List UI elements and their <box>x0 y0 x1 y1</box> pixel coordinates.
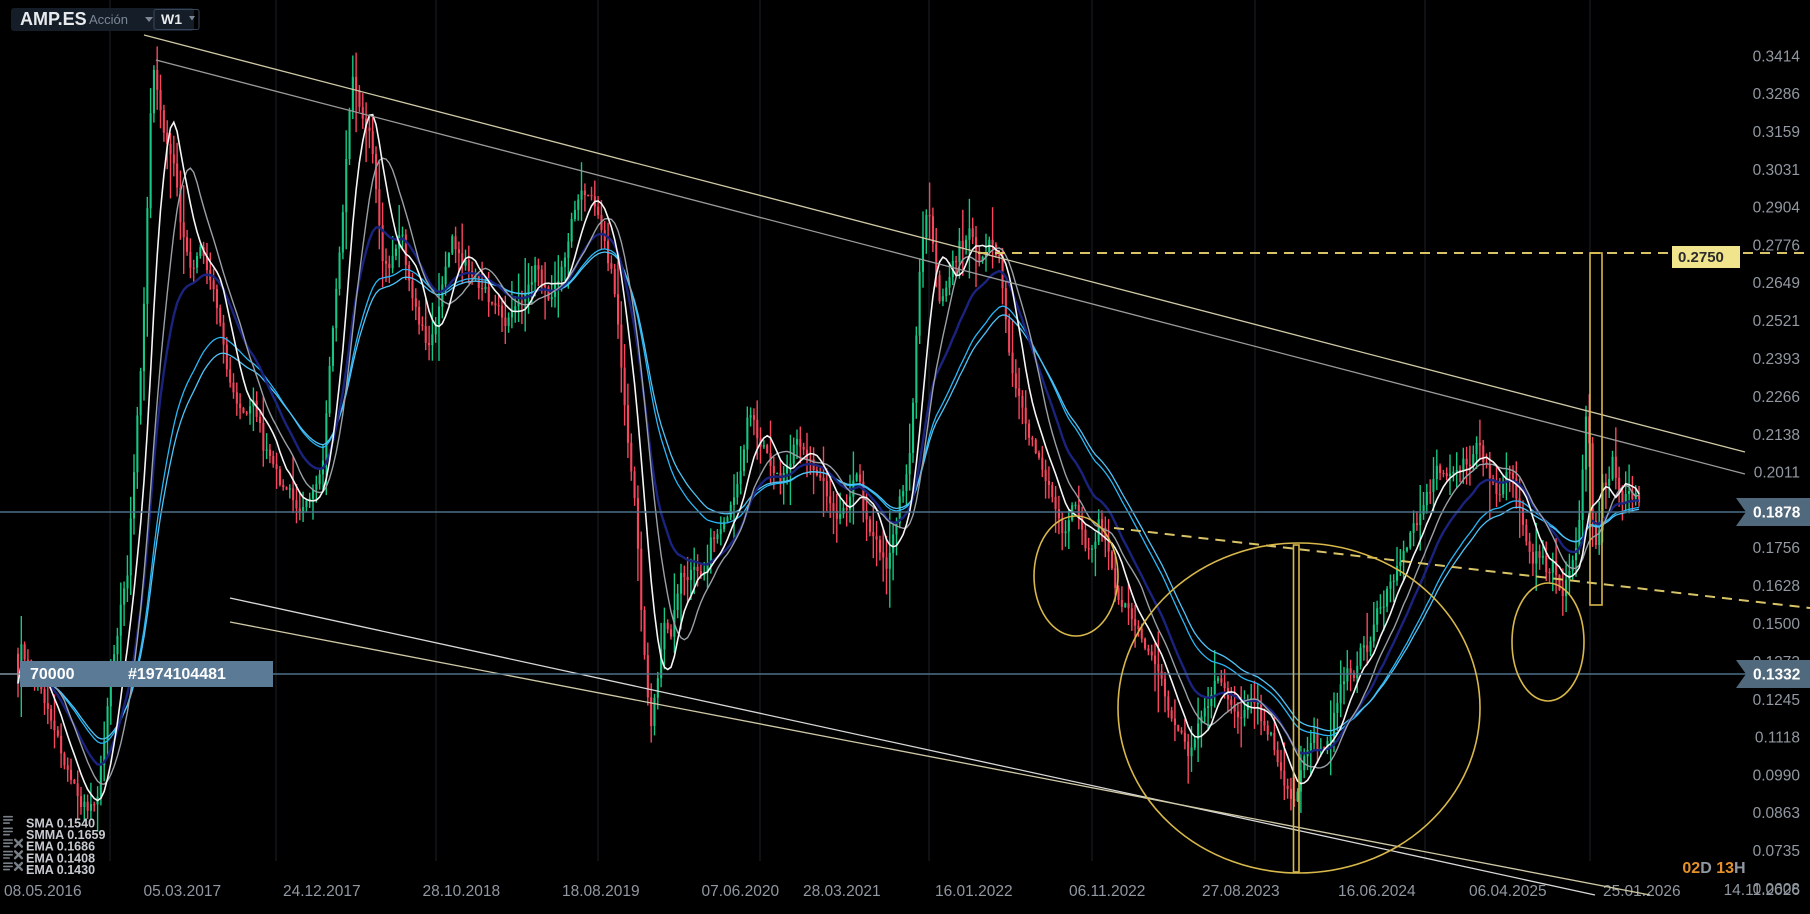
svg-text:0.2521: 0.2521 <box>1753 313 1800 330</box>
svg-text:W1: W1 <box>161 11 182 27</box>
svg-text:0.3286: 0.3286 <box>1753 86 1800 103</box>
svg-text:0.1500: 0.1500 <box>1753 616 1801 633</box>
svg-text:0.3159: 0.3159 <box>1753 124 1800 141</box>
svg-text:0.2649: 0.2649 <box>1753 275 1800 292</box>
svg-text:27.08.2023: 27.08.2023 <box>1202 883 1280 900</box>
svg-text:16.01.2022: 16.01.2022 <box>935 883 1013 900</box>
svg-text:0.3414: 0.3414 <box>1753 48 1801 65</box>
svg-text:0.2393: 0.2393 <box>1753 351 1800 368</box>
svg-text:06.04.2025: 06.04.2025 <box>1469 883 1547 900</box>
svg-text:EMA 0.1430: EMA 0.1430 <box>26 863 95 877</box>
svg-text:0.3031: 0.3031 <box>1753 162 1800 179</box>
svg-text:28.03.2021: 28.03.2021 <box>803 883 881 900</box>
svg-text:0.2750: 0.2750 <box>1678 249 1724 266</box>
svg-text:0.2904: 0.2904 <box>1753 200 1801 217</box>
svg-text:0.0735: 0.0735 <box>1753 843 1800 860</box>
svg-text:0.1332: 0.1332 <box>1753 667 1800 684</box>
svg-text:Acción: Acción <box>89 12 128 27</box>
svg-text:70000: 70000 <box>30 666 75 683</box>
svg-text:24.12.2017: 24.12.2017 <box>283 883 361 900</box>
svg-text:0.1878: 0.1878 <box>1753 505 1801 522</box>
svg-text:0.0863: 0.0863 <box>1753 805 1800 822</box>
svg-text:16.06.2024: 16.06.2024 <box>1338 883 1416 900</box>
svg-text:0.1118: 0.1118 <box>1755 730 1800 747</box>
svg-text:#1974104481: #1974104481 <box>128 666 226 683</box>
svg-text:02D 13H: 02D 13H <box>1682 860 1745 877</box>
svg-text:0.2266: 0.2266 <box>1753 389 1800 406</box>
svg-text:AMP.ES: AMP.ES <box>20 9 87 29</box>
svg-text:0.1245: 0.1245 <box>1753 692 1800 709</box>
svg-text:0.2011: 0.2011 <box>1754 465 1800 482</box>
svg-text:0.1756: 0.1756 <box>1753 540 1800 557</box>
svg-text:06.11.2022: 06.11.2022 <box>1069 883 1145 900</box>
svg-text:14.11.2026: 14.11.2026 <box>1724 882 1800 899</box>
svg-text:08.05.2016: 08.05.2016 <box>4 883 82 900</box>
svg-text:18.08.2019: 18.08.2019 <box>562 883 640 900</box>
svg-text:25.01.2026: 25.01.2026 <box>1603 883 1681 900</box>
svg-text:05.03.2017: 05.03.2017 <box>144 883 222 900</box>
svg-text:07.06.2020: 07.06.2020 <box>702 883 780 900</box>
svg-text:0.2138: 0.2138 <box>1753 427 1800 444</box>
svg-text:0.0990: 0.0990 <box>1753 768 1801 785</box>
svg-text:0.1628: 0.1628 <box>1753 578 1800 595</box>
svg-text:28.10.2018: 28.10.2018 <box>423 883 501 900</box>
svg-text:0.2776: 0.2776 <box>1753 238 1800 255</box>
